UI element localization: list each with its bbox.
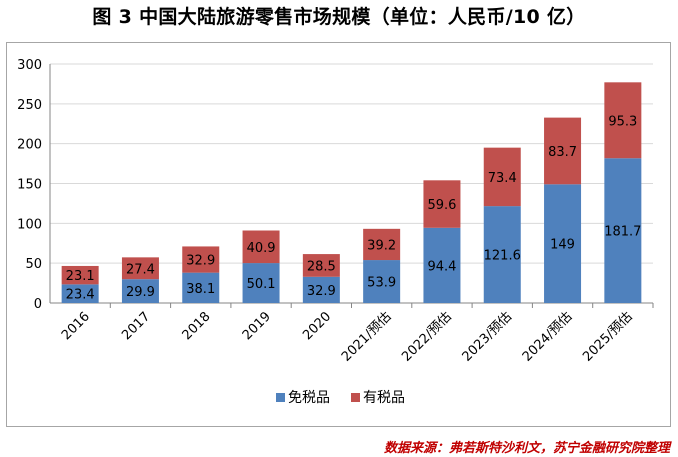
- data-label-duty-paid: 40.9: [247, 241, 276, 256]
- y-tick-label: 300: [17, 58, 42, 73]
- x-tick-label: 2016: [59, 309, 93, 343]
- bar-duty-free: [423, 227, 461, 303]
- chart-plot: 0 50 100 150 200 250 300 23.4 23.1 2016 29.9 27.4 20…: [17, 58, 654, 406]
- y-tick-label: 200: [17, 138, 42, 153]
- data-label-duty-paid: 83.7: [548, 145, 577, 160]
- x-tick-label: 2025/预估: [580, 309, 635, 364]
- x-tick-label: 2022/预估: [399, 309, 454, 364]
- bar-duty-paid: [544, 117, 582, 185]
- data-label-duty-paid: 95.3: [608, 114, 637, 129]
- x-tick-label: 2024/预估: [520, 309, 575, 364]
- data-label-duty-free: 121.6: [484, 249, 521, 264]
- data-label-duty-paid: 39.2: [367, 238, 396, 253]
- legend-label-duty-paid: 有税品: [363, 390, 405, 406]
- bar-duty-free: [302, 276, 340, 303]
- bar-duty-paid: [121, 257, 159, 280]
- source-note: 数据来源：弗若斯特沙利文，苏宁金融研究院整理: [383, 441, 670, 456]
- bar-duty-paid: [604, 82, 642, 159]
- data-label-duty-paid: 32.9: [186, 254, 215, 269]
- x-tick-label: 2017: [119, 309, 153, 343]
- legend-swatch-duty-free: [276, 393, 285, 402]
- data-label-duty-paid: 28.5: [307, 259, 336, 274]
- y-tick-label: 100: [17, 217, 42, 232]
- bar-duty-free: [483, 206, 521, 303]
- bar-duty-paid: [242, 230, 280, 264]
- bar-duty-paid: [363, 228, 401, 261]
- data-label-duty-free: 23.4: [66, 288, 95, 303]
- x-tick-label: 2018: [180, 309, 214, 343]
- y-tick-label: 50: [25, 257, 42, 272]
- x-tick-label: 2019: [240, 309, 274, 343]
- data-label-duty-paid: 73.4: [488, 171, 517, 186]
- data-label-duty-free: 29.9: [126, 285, 155, 300]
- bar-duty-free: [61, 284, 99, 303]
- bar-duty-paid: [302, 254, 340, 277]
- data-label-duty-free: 32.9: [307, 284, 336, 299]
- data-label-duty-paid: 27.4: [126, 262, 155, 277]
- x-tick-label: 2021/预估: [339, 309, 394, 364]
- y-tick-label: 150: [17, 178, 42, 193]
- data-label-duty-free: 53.9: [367, 276, 396, 291]
- bar-duty-paid: [182, 246, 220, 273]
- bar-duty-free: [363, 260, 401, 303]
- bar-duty-paid: [423, 180, 461, 228]
- chart-frame: [6, 42, 671, 427]
- data-label-duty-free: 181.7: [604, 225, 641, 240]
- y-tick-label: 0: [34, 297, 42, 312]
- bar-duty-free: [604, 158, 642, 303]
- bar-duty-free: [121, 279, 159, 303]
- y-tick-label: 250: [17, 98, 42, 113]
- data-label-duty-paid: 59.6: [427, 198, 456, 213]
- bar-duty-free: [242, 263, 280, 303]
- data-label-duty-free: 94.4: [427, 259, 456, 274]
- data-label-duty-free: 38.1: [186, 282, 215, 297]
- x-tick-label: 2020: [300, 309, 334, 343]
- bar-duty-free: [544, 184, 582, 303]
- legend-swatch-duty-paid: [351, 393, 360, 402]
- data-label-duty-free: 149: [550, 238, 575, 253]
- legend-label-duty-free: 免税品: [288, 390, 330, 406]
- bar-duty-paid: [483, 147, 521, 207]
- x-tick-label: 2023/预估: [460, 309, 515, 364]
- chart-title: 图 3 中国大陆旅游零售市场规模（单位：人民币/10 亿）: [92, 6, 586, 28]
- bar-duty-paid: [61, 265, 99, 285]
- data-label-duty-paid: 23.1: [66, 269, 95, 284]
- bar-duty-free: [182, 272, 220, 303]
- data-label-duty-free: 50.1: [247, 277, 276, 292]
